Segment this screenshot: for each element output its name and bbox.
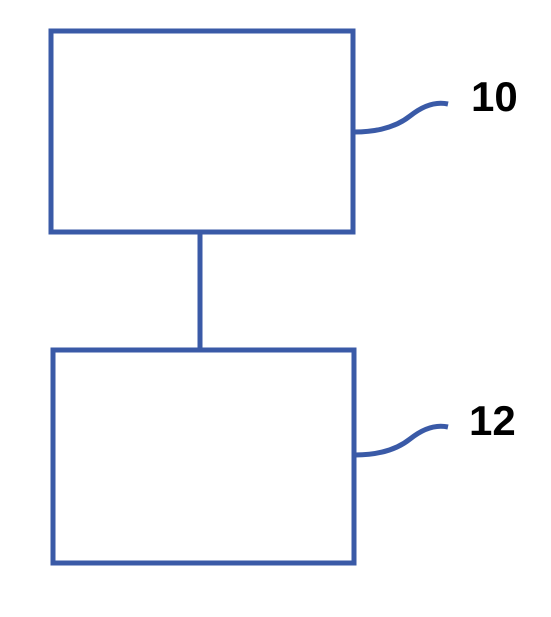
label-12: 12 [469,397,516,444]
box-10 [51,31,353,232]
diagram-canvas: 10 12 [0,0,551,617]
leader-line-12 [355,426,448,455]
label-10: 10 [471,73,518,120]
box-12 [53,350,354,563]
leader-line-10 [354,103,448,132]
